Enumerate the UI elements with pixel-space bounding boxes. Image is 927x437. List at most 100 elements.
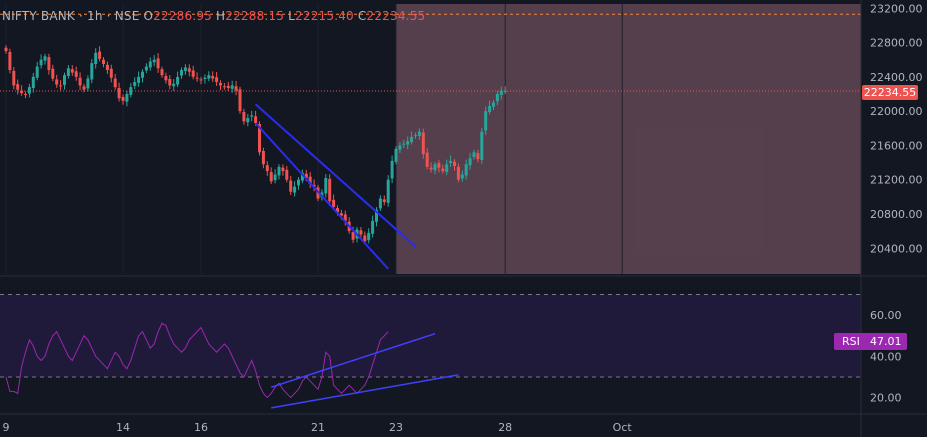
candle-body <box>102 59 105 64</box>
candle-body <box>402 143 406 145</box>
candle-body <box>16 84 20 90</box>
candle-body <box>109 68 113 78</box>
candle-body <box>211 76 215 79</box>
candle-body <box>304 173 308 178</box>
high-value: 22288.15 <box>225 9 285 23</box>
candle-body <box>51 68 55 79</box>
rsi-tick-label: 20.00 <box>870 392 902 405</box>
candle-body <box>453 161 456 166</box>
candle-body <box>55 79 59 85</box>
candle-body <box>176 76 180 85</box>
candle-body <box>78 77 82 86</box>
candle-body <box>406 141 410 145</box>
candle-body <box>410 136 414 142</box>
highlighted-zone <box>396 4 861 274</box>
candle-body <box>308 176 312 184</box>
candle-body <box>70 69 74 73</box>
candle-body <box>265 165 269 172</box>
candle-body <box>121 97 125 101</box>
open-value: 22286.95 <box>153 9 213 23</box>
candle-body <box>441 168 445 172</box>
candle-body <box>398 145 402 150</box>
candle-body <box>24 94 27 95</box>
candle-body <box>425 152 429 167</box>
price-tick-label: 20400.00 <box>870 242 923 255</box>
rsi-trend-line <box>271 374 459 409</box>
price-tick-label: 22000.00 <box>870 105 923 118</box>
candle-body <box>63 75 66 85</box>
candle-body <box>285 169 289 180</box>
time-tick-label: 21 <box>311 421 325 434</box>
candle-body <box>472 152 476 157</box>
rsi-line <box>5 322 389 399</box>
candle-body <box>8 52 12 70</box>
trend-line <box>254 122 389 270</box>
time-tick-label: 23 <box>389 421 403 434</box>
candle-body <box>468 158 472 166</box>
candle-body <box>133 82 137 86</box>
candle-body <box>144 66 148 71</box>
candle-body <box>207 75 211 79</box>
trend-line <box>254 103 417 248</box>
candle-body <box>417 131 421 136</box>
candle-body <box>199 79 203 81</box>
candle-body <box>273 174 277 181</box>
candle-body <box>371 220 375 234</box>
candle-body <box>414 135 417 137</box>
time-tick-label: 9 <box>3 421 10 434</box>
candle-body <box>234 86 238 91</box>
candle-body <box>164 76 168 81</box>
candle-body <box>289 180 293 192</box>
rsi-badge <box>834 333 907 350</box>
candle-body <box>464 164 468 176</box>
candle-body <box>269 172 273 182</box>
candle-body <box>82 86 86 90</box>
candle-body <box>499 90 503 95</box>
candle-body <box>20 90 24 94</box>
candle-body <box>31 76 35 88</box>
rsi-value: 47.01 <box>870 335 902 348</box>
rsi-tick-label: 60.00 <box>870 309 902 322</box>
candle-body <box>105 64 109 70</box>
candle-body <box>222 86 226 88</box>
candle-body <box>343 214 347 221</box>
candle-body <box>12 70 16 86</box>
time-tick-label: 14 <box>116 421 130 434</box>
candle-body <box>156 58 160 69</box>
candle-body <box>492 102 495 107</box>
candle-body <box>300 172 304 181</box>
candle-body <box>359 230 363 235</box>
candle-body <box>254 116 258 124</box>
candle-body <box>148 61 152 68</box>
candle-body <box>332 199 336 208</box>
candle-body <box>281 167 285 172</box>
candle-body <box>180 70 183 76</box>
candle-body <box>488 106 492 112</box>
close-value: 22234.55 <box>366 9 426 23</box>
symbol-legend: NIFTY BANK · 1h · NSE O22286.95 H22288.1… <box>2 9 425 23</box>
candle-body <box>437 163 441 168</box>
rsi-tick-label: 40.00 <box>870 350 902 363</box>
candle-body <box>43 56 47 61</box>
time-tick-label: 28 <box>498 421 512 434</box>
candle-body <box>117 88 121 99</box>
candle-body <box>297 179 300 186</box>
candle-body <box>445 164 449 172</box>
candle-body <box>386 179 390 203</box>
candle-body <box>125 94 129 102</box>
candle-body <box>215 77 219 82</box>
candle-body <box>476 153 480 160</box>
open-label: O <box>143 9 154 23</box>
candle-body <box>160 69 164 76</box>
candle-body <box>375 209 378 222</box>
candle-body <box>293 186 297 193</box>
candle-body <box>367 232 371 241</box>
candle-body <box>336 208 339 213</box>
low-label: L <box>288 9 296 23</box>
time-tick-label: 16 <box>194 421 208 434</box>
candle-body <box>172 83 176 87</box>
rsi-trend-line <box>270 332 436 388</box>
candle-body <box>39 59 43 66</box>
candle-body <box>226 85 230 88</box>
